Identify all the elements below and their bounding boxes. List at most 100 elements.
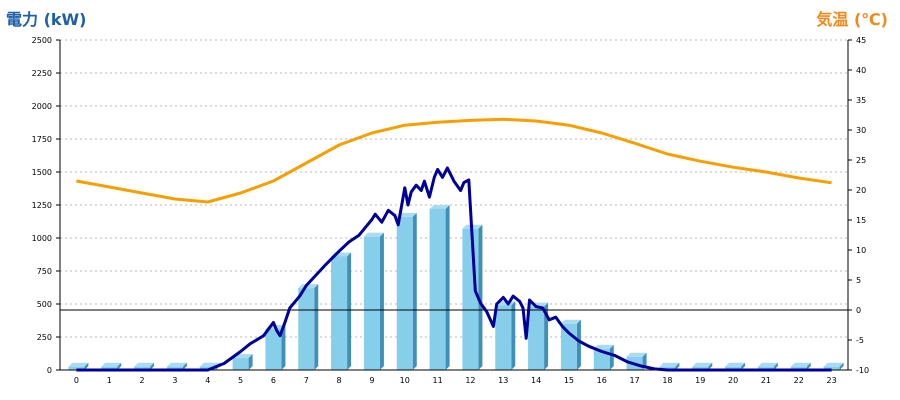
left-axis-tick-label: 1000 [32,234,52,243]
bar [659,366,676,370]
x-axis-tick-label: 20 [728,376,738,385]
bar [528,306,545,370]
bar-top [134,362,155,367]
right-axis-tick-label: 20 [856,186,866,195]
bar-side [478,224,483,370]
right-axis-tick-label: 25 [856,156,866,165]
right-axis-tick-label: 40 [856,66,866,75]
bar-side [379,232,384,370]
bar [68,366,85,370]
bar-top [560,319,581,324]
x-axis-tick-label: 9 [369,376,374,385]
bar-side [445,204,450,370]
bar-top [659,362,680,367]
bar-side [609,344,614,370]
bar [101,366,118,370]
bar-top [823,362,844,367]
left-axis-tick-label: 1250 [32,201,52,210]
x-axis-tick-label: 10 [400,376,410,385]
bar-side [511,301,516,370]
bar-side [182,362,187,370]
bar-side [708,362,713,370]
x-axis-tick-label: 5 [238,376,243,385]
bar-side [117,362,122,370]
x-axis-tick-label: 3 [172,376,177,385]
bar-side [347,252,352,370]
x-axis-tick-label: 16 [597,376,607,385]
x-axis-tick-label: 15 [564,376,574,385]
bar [199,366,216,370]
bar [429,208,446,370]
bar-top [166,362,187,367]
right-axis-tick-label: -10 [856,366,869,375]
bar-top [101,362,122,367]
bar-side [839,362,844,370]
bar [331,256,348,370]
x-axis-tick-label: 4 [205,376,210,385]
bar-top [725,362,746,367]
bar-top [68,362,89,367]
bar-side [412,212,417,370]
left-axis-tick-label: 1500 [32,168,52,177]
x-axis-tick-label: 0 [74,376,79,385]
bar [560,323,577,370]
bar [757,366,774,370]
bar [363,236,380,370]
bar-side [544,302,549,370]
left-axis-tick-label: 0 [47,366,52,375]
bar-side [281,325,286,370]
x-axis-tick-label: 12 [465,376,475,385]
right-axis-tick-label: 45 [856,36,866,45]
bar [134,366,151,370]
bar-top [396,212,417,217]
left-axis-tick-label: 2000 [32,102,52,111]
bar [725,366,742,370]
x-axis-tick-label: 6 [271,376,276,385]
power-line [76,166,832,372]
bar [265,329,282,370]
x-axis-tick-label: 11 [432,376,442,385]
right-axis-title: 気温 (℃) [816,10,888,29]
bar [495,305,512,370]
right-axis-tick-label: -5 [856,336,864,345]
left-axis-tick-label: 2250 [32,69,52,78]
bar [298,288,315,370]
x-axis-tick-label: 7 [304,376,309,385]
x-axis-tick-label: 23 [826,376,836,385]
bar [166,366,183,370]
bar-side [314,284,319,370]
right-axis-tick-label: 30 [856,126,866,135]
bar [396,216,413,370]
bar-side [150,362,155,370]
bar-side [84,362,89,370]
x-axis-tick-label: 1 [107,376,112,385]
x-axis-tick-label: 14 [531,376,541,385]
bar-side [741,362,746,370]
left-axis-tick-label: 2500 [32,36,52,45]
x-axis-tick-label: 18 [662,376,672,385]
x-axis-tick-label: 8 [337,376,342,385]
x-axis-tick-label: 22 [794,376,804,385]
bar-side [806,362,811,370]
left-axis-tick-label: 500 [37,300,52,309]
left-axis-tick-label: 750 [37,267,52,276]
bar [462,228,479,370]
right-axis-tick-label: 10 [856,246,866,255]
bar-top [692,362,713,367]
left-axis-tick-label: 250 [37,333,52,342]
bar-top [593,344,614,349]
bar-side [576,319,581,370]
x-axis-tick-label: 17 [629,376,639,385]
bar-top [429,204,450,209]
bar [790,366,807,370]
bar [823,366,840,370]
x-axis-tick-label: 2 [140,376,145,385]
right-axis-tick-label: 0 [856,306,861,315]
x-axis-tick-label: 19 [695,376,705,385]
bar-top [757,362,778,367]
bar-side [248,354,253,370]
left-axis-tick-label: 1750 [32,135,52,144]
temperature-line [76,117,832,204]
bar-top [790,362,811,367]
